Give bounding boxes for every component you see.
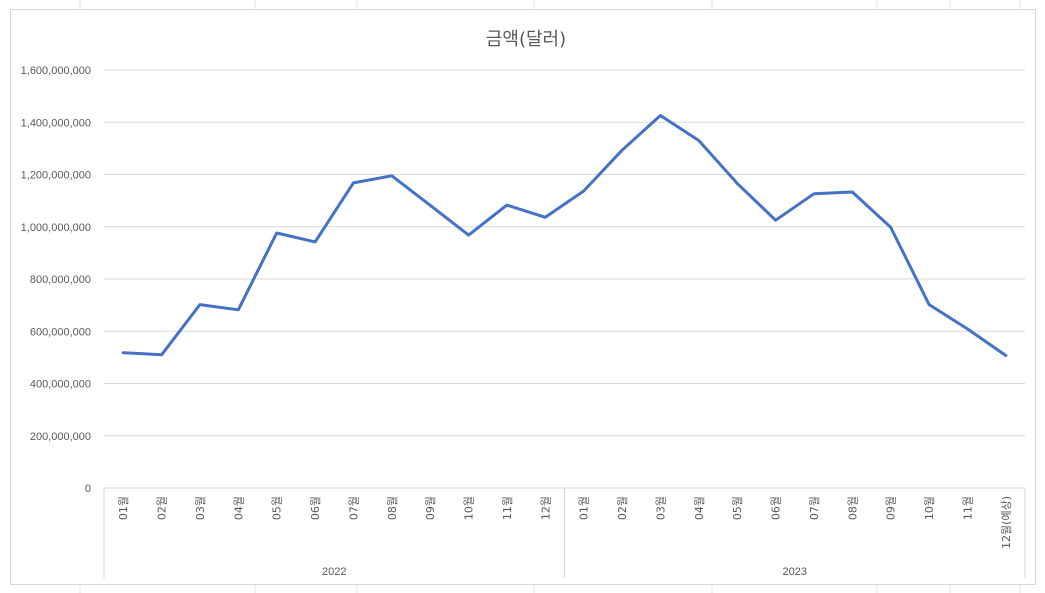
data-point[interactable] bbox=[543, 215, 547, 219]
data-point[interactable] bbox=[850, 190, 854, 194]
x-tick-label: 06월 bbox=[309, 496, 322, 520]
data-point[interactable] bbox=[1004, 354, 1008, 358]
data-point[interactable] bbox=[198, 303, 202, 307]
y-tick-label: 200,000,000 bbox=[30, 431, 91, 443]
data-point[interactable] bbox=[658, 113, 662, 117]
y-tick-label: 0 bbox=[85, 483, 91, 495]
series-line bbox=[121, 114, 1008, 357]
x-tick-label: 10월 bbox=[463, 496, 476, 520]
x-tick-label: 03월 bbox=[194, 496, 207, 520]
x-tick-label: 04월 bbox=[693, 496, 706, 520]
y-tick-label: 600,000,000 bbox=[30, 326, 91, 338]
x-tick-label: 11월 bbox=[501, 496, 514, 520]
data-point[interactable] bbox=[351, 181, 355, 185]
data-point[interactable] bbox=[428, 203, 432, 207]
data-point[interactable] bbox=[313, 240, 317, 244]
data-point[interactable] bbox=[275, 231, 279, 235]
data-point[interactable] bbox=[697, 139, 701, 143]
data-point[interactable] bbox=[965, 327, 969, 331]
y-tick-label: 1,200,000,000 bbox=[21, 170, 91, 182]
x-tick-label: 08월 bbox=[846, 496, 859, 520]
data-point[interactable] bbox=[774, 218, 778, 222]
y-tick-label: 800,000,000 bbox=[30, 274, 91, 286]
x-tick-label: 08월 bbox=[386, 496, 399, 520]
x-tick-label: 07월 bbox=[347, 496, 360, 520]
x-tick-label: 11월 bbox=[961, 496, 974, 520]
data-point[interactable] bbox=[927, 303, 931, 307]
x-tick-label: 10월 bbox=[923, 496, 936, 520]
gridlines bbox=[104, 69, 1025, 489]
data-point[interactable] bbox=[390, 174, 394, 178]
x-tick-label: 01월 bbox=[578, 496, 591, 520]
y-tick-label: 400,000,000 bbox=[30, 379, 91, 391]
data-point[interactable] bbox=[467, 233, 471, 237]
x-tick-label: 02월 bbox=[616, 496, 629, 520]
data-point[interactable] bbox=[889, 225, 893, 229]
data-point[interactable] bbox=[505, 203, 509, 207]
x-tick-label: 07월 bbox=[808, 496, 821, 520]
series-line-group bbox=[121, 113, 1008, 358]
x-axis: 01월 02월 03월 04월 05월 06월 07월 08월 09월 10월 11월 12월 2022… bbox=[103, 488, 1026, 578]
x-tick-label: 06월 bbox=[770, 496, 783, 520]
x-tick-label: 09월 bbox=[424, 496, 437, 520]
y-tick-label: 1,600,000,000 bbox=[21, 65, 91, 77]
y-axis-ticks: 0 200,000,000 400,000,000 600,000,000 800,00… bbox=[21, 65, 91, 495]
chart-area[interactable]: 금액(달러) 0 200,000,000 400,000,000 600,000,00… bbox=[10, 9, 1036, 585]
data-point[interactable] bbox=[812, 192, 816, 196]
data-point[interactable] bbox=[121, 351, 125, 355]
data-point[interactable] bbox=[160, 353, 164, 357]
data-point[interactable] bbox=[582, 189, 586, 193]
data-point[interactable] bbox=[236, 308, 240, 312]
y-tick-label: 1,000,000,000 bbox=[21, 222, 91, 234]
x-tick-label: 05월 bbox=[731, 496, 744, 520]
data-point[interactable] bbox=[735, 181, 739, 185]
y-tick-label: 1,400,000,000 bbox=[21, 117, 91, 129]
x-tick-label: 05월 bbox=[271, 496, 284, 520]
x-group-label: 2023 bbox=[783, 566, 807, 578]
x-tick-label: 04월 bbox=[232, 496, 245, 520]
x-tick-label: 02월 bbox=[156, 496, 169, 520]
x-tick-label: 03월 bbox=[654, 496, 667, 520]
x-tick-label: 09월 bbox=[885, 496, 898, 520]
data-point[interactable] bbox=[620, 148, 624, 152]
chart-title: 금액(달러) bbox=[486, 29, 566, 50]
line-chart: 금액(달러) 0 200,000,000 400,000,000 600,000,00… bbox=[21, 29, 1026, 578]
x-tick-label: 12월(예상) bbox=[1000, 496, 1013, 549]
x-tick-label: 12월 bbox=[539, 496, 552, 520]
x-group-label: 2022 bbox=[322, 566, 346, 578]
x-tick-label: 01월 bbox=[117, 496, 130, 520]
